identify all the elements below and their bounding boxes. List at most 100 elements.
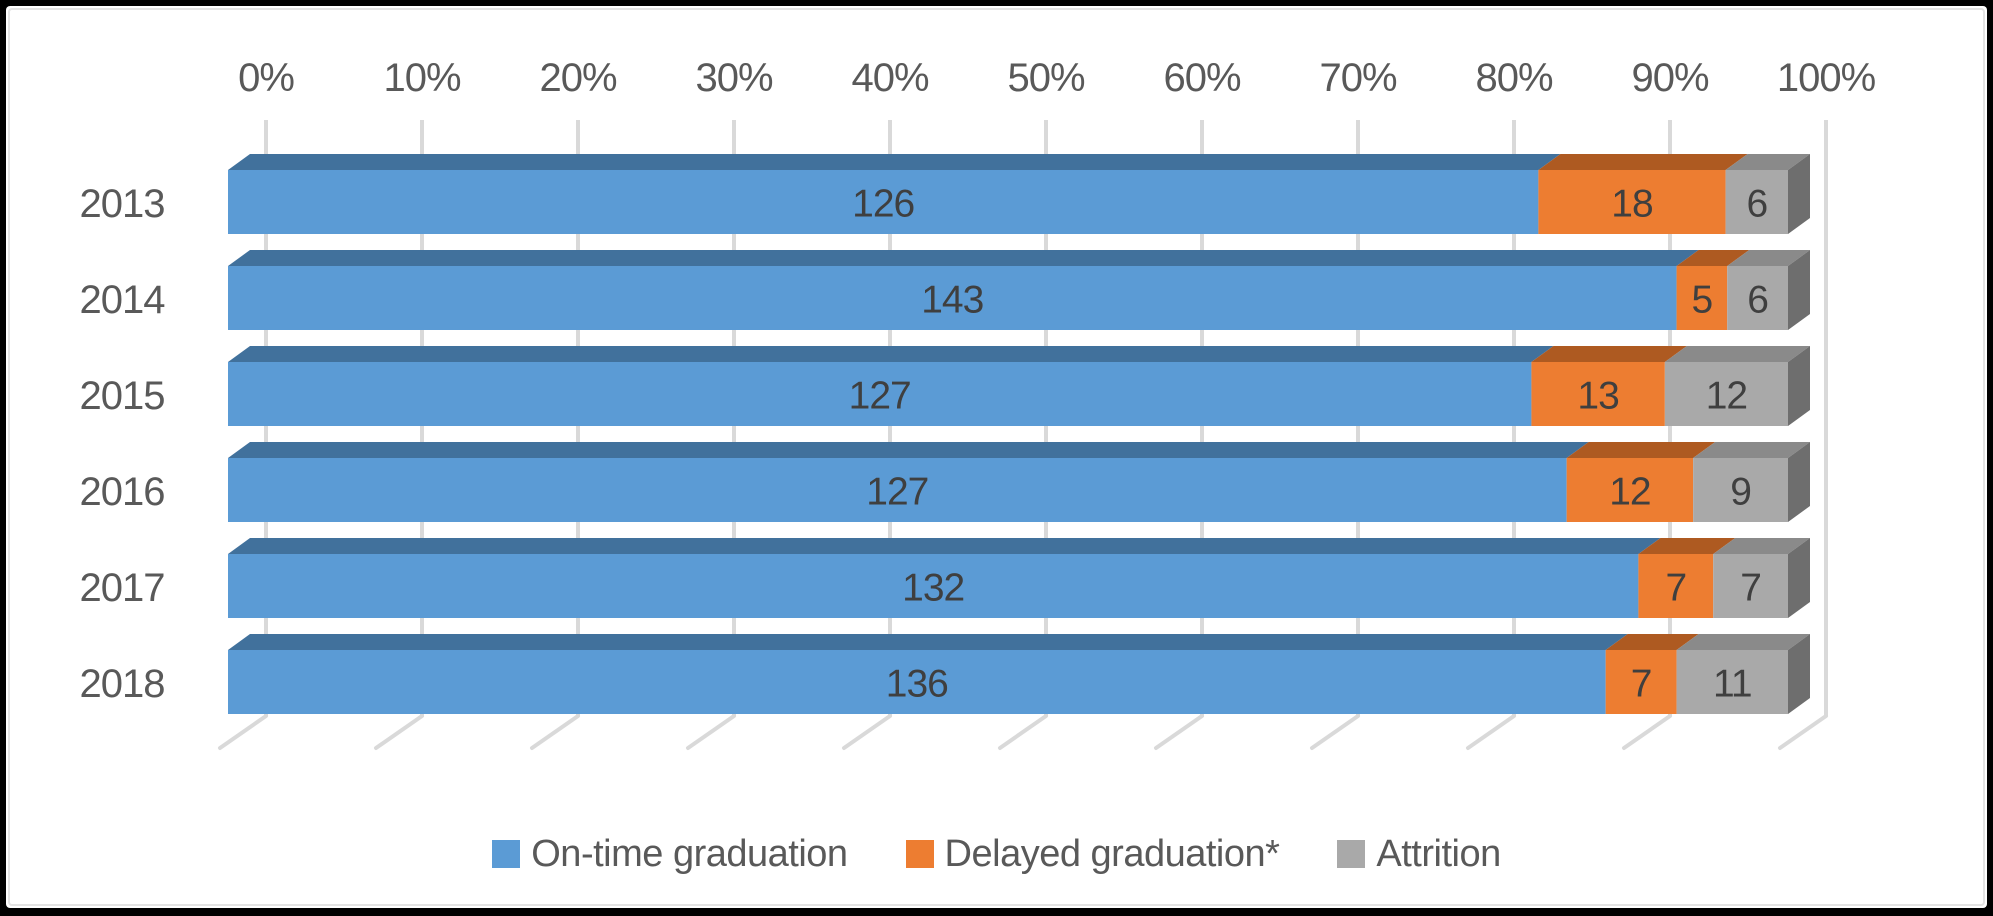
bar-value-label: 13 bbox=[1577, 375, 1618, 418]
bar-segment-gray bbox=[1664, 362, 1788, 426]
floor-depth-line bbox=[1778, 714, 1828, 750]
bar-value-label: 6 bbox=[1746, 183, 1767, 226]
bar-segment-orange bbox=[1531, 362, 1665, 426]
bar-segment-top-face bbox=[1676, 634, 1810, 650]
axis-tick-label: 40% bbox=[851, 56, 928, 100]
bar-side-face bbox=[1788, 346, 1810, 426]
bar-segment-top-face bbox=[228, 442, 1589, 458]
bar-segment-top-face bbox=[1638, 538, 1736, 554]
bar-segment-top-face bbox=[1693, 442, 1810, 458]
year-label: 2018 bbox=[80, 662, 165, 706]
bar-value-label: 18 bbox=[1611, 183, 1652, 226]
legend-swatch bbox=[1337, 840, 1366, 868]
axis-tick-label: 90% bbox=[1631, 56, 1708, 100]
bar-side-face bbox=[1788, 154, 1810, 234]
bar-segment-blue bbox=[228, 170, 1539, 234]
floor-depth-line bbox=[1310, 714, 1360, 750]
bar-segment-top-face bbox=[228, 154, 1561, 170]
bar-segment-orange bbox=[1676, 266, 1728, 330]
bar-segment-gray bbox=[1727, 266, 1788, 330]
bar-value-label: 143 bbox=[921, 279, 983, 322]
bar-value-label: 9 bbox=[1730, 471, 1751, 514]
bar-segment-top-face bbox=[1566, 442, 1716, 458]
floor-depth-line bbox=[530, 714, 580, 750]
bar-segment-top-face bbox=[1725, 154, 1810, 170]
legend-item: Attrition bbox=[1337, 832, 1501, 876]
bar-value-label: 11 bbox=[1713, 663, 1752, 706]
bar-value-label: 126 bbox=[852, 183, 914, 226]
floor-depth-line bbox=[1466, 714, 1516, 750]
bar-segment-blue bbox=[228, 650, 1606, 714]
legend-swatch bbox=[905, 840, 934, 868]
axis-labels-group: 0% 10% 20% 30% 40% 50% 60% 70% 80% 90% 100% bbox=[238, 56, 1876, 100]
bar-value-label: 127 bbox=[849, 375, 911, 418]
bar-segment-top-face bbox=[1605, 634, 1699, 650]
bar-segment-top-face bbox=[1713, 538, 1810, 554]
bar-segment-blue bbox=[228, 458, 1567, 522]
bar-value-label: 127 bbox=[866, 471, 928, 514]
floor-depth-line bbox=[1154, 714, 1204, 750]
year-label: 2017 bbox=[80, 566, 165, 610]
bar-value-label: 12 bbox=[1706, 375, 1747, 418]
bar-segment-orange bbox=[1605, 650, 1677, 714]
year-label: 2014 bbox=[80, 278, 166, 322]
floor-depth-line bbox=[998, 714, 1048, 750]
bar-segment-blue bbox=[228, 554, 1639, 618]
bar-value-label: 132 bbox=[902, 567, 964, 610]
bar-value-label: 12 bbox=[1609, 471, 1650, 514]
bar-side-face bbox=[1788, 442, 1810, 522]
bar-segment-top-face bbox=[228, 538, 1661, 554]
bar-segment-gray bbox=[1725, 170, 1788, 234]
floor-depth-line bbox=[842, 714, 892, 750]
bar-segment-gray bbox=[1713, 554, 1788, 618]
bar-value-label: 136 bbox=[886, 663, 948, 706]
axis-tick-label: 0% bbox=[238, 56, 294, 100]
legend-item: On-time graduation bbox=[492, 833, 848, 876]
axis-tick-label: 50% bbox=[1007, 56, 1084, 100]
bar-segment-orange bbox=[1638, 554, 1714, 618]
bar-side-face bbox=[1788, 250, 1810, 330]
axis-tick-label: 30% bbox=[695, 56, 772, 100]
floor-depth-line bbox=[686, 714, 736, 750]
bar-segment-top-face bbox=[228, 250, 1699, 266]
bar-segment-top-face bbox=[1538, 154, 1748, 170]
bar-segment-top-face bbox=[1676, 250, 1750, 266]
bar-segment-blue bbox=[228, 266, 1677, 330]
bar-segment-gray bbox=[1676, 650, 1788, 714]
axis-tick-label: 60% bbox=[1163, 56, 1240, 100]
axis-tick-label: 20% bbox=[539, 56, 616, 100]
floor-depth-line bbox=[374, 714, 424, 750]
axis-tick-label: 70% bbox=[1319, 56, 1396, 100]
bar-segment-top-face bbox=[1664, 346, 1810, 362]
bar-segment-orange bbox=[1566, 458, 1694, 522]
bar-segment-top-face bbox=[228, 634, 1628, 650]
bar-side-face bbox=[1788, 634, 1810, 714]
floor-depth-line bbox=[218, 714, 268, 750]
chart-legend: On-time graduation Delayed graduation* Att… bbox=[0, 830, 1993, 878]
bar-segment-blue bbox=[228, 362, 1532, 426]
year-labels-group: 2013 2014 2015 2016 2017 2018 bbox=[80, 182, 167, 706]
bar-side-face bbox=[1788, 538, 1810, 618]
bar-value-label: 7 bbox=[1631, 663, 1652, 706]
bar-segment-gray bbox=[1693, 458, 1788, 522]
year-label: 2015 bbox=[80, 374, 165, 418]
axis-tick-label: 100% bbox=[1777, 56, 1876, 100]
floor-lines-group bbox=[218, 714, 1828, 750]
bar-value-label: 6 bbox=[1747, 279, 1768, 322]
bar-segment-top-face bbox=[228, 346, 1554, 362]
axis-tick-label: 10% bbox=[383, 56, 460, 100]
bar-value-label: 7 bbox=[1740, 567, 1761, 610]
floor-depth-line bbox=[1622, 714, 1672, 750]
year-label: 2013 bbox=[80, 182, 165, 226]
year-label: 2016 bbox=[80, 470, 165, 514]
bar-segment-top-face bbox=[1727, 250, 1810, 266]
legend-item: Delayed graduation* bbox=[905, 832, 1280, 876]
legend-label: Attrition bbox=[1376, 832, 1501, 875]
axis-tick-label: 80% bbox=[1475, 56, 1552, 100]
bar-segment-top-face bbox=[1531, 346, 1687, 362]
legend-label: Delayed graduation* bbox=[944, 832, 1280, 875]
bar-value-label: 5 bbox=[1692, 279, 1713, 322]
legend-swatch bbox=[492, 840, 521, 868]
